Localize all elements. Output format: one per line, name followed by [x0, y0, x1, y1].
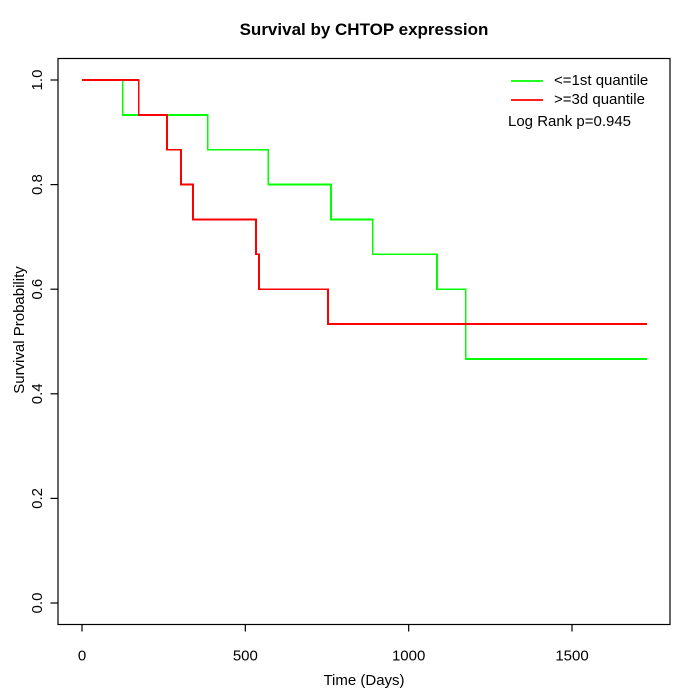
survival-curve-1	[82, 79, 648, 325]
y-tick-label: 0.2	[29, 488, 46, 509]
legend-line-icon	[511, 79, 543, 82]
y-tick-label: 1.0	[29, 70, 46, 91]
x-axis-title: Time (Days)	[323, 672, 405, 689]
chart-title: Survival by CHTOP expression	[239, 20, 489, 39]
legend-label-first-quantile: <=1st quantile	[554, 72, 649, 89]
y-tick-label: 0.4	[29, 383, 46, 404]
x-tick-label: 0	[78, 647, 86, 664]
y-tick-label: 0.8	[29, 174, 46, 195]
y-axis-title: Survival Probability	[11, 266, 28, 394]
legend-item-first-quantile: <=1st quantile	[510, 71, 648, 90]
x-tick-label: 1000	[392, 647, 425, 664]
legend-label-third-quantile: >=3d quantile	[554, 91, 645, 108]
y-tick-label: 0.0	[29, 593, 46, 614]
log-rank-annotation: Log Rank p=0.945	[508, 113, 632, 130]
plot-box	[57, 57, 671, 626]
y-tick-label: 0.6	[29, 279, 46, 300]
legend-line-icon	[511, 98, 543, 101]
x-tick-label: 500	[233, 647, 258, 664]
legend: <=1st quantile >=3d quantile	[510, 71, 648, 109]
legend-item-third-quantile: >=3d quantile	[510, 90, 648, 109]
x-tick-label: 1500	[555, 647, 588, 664]
